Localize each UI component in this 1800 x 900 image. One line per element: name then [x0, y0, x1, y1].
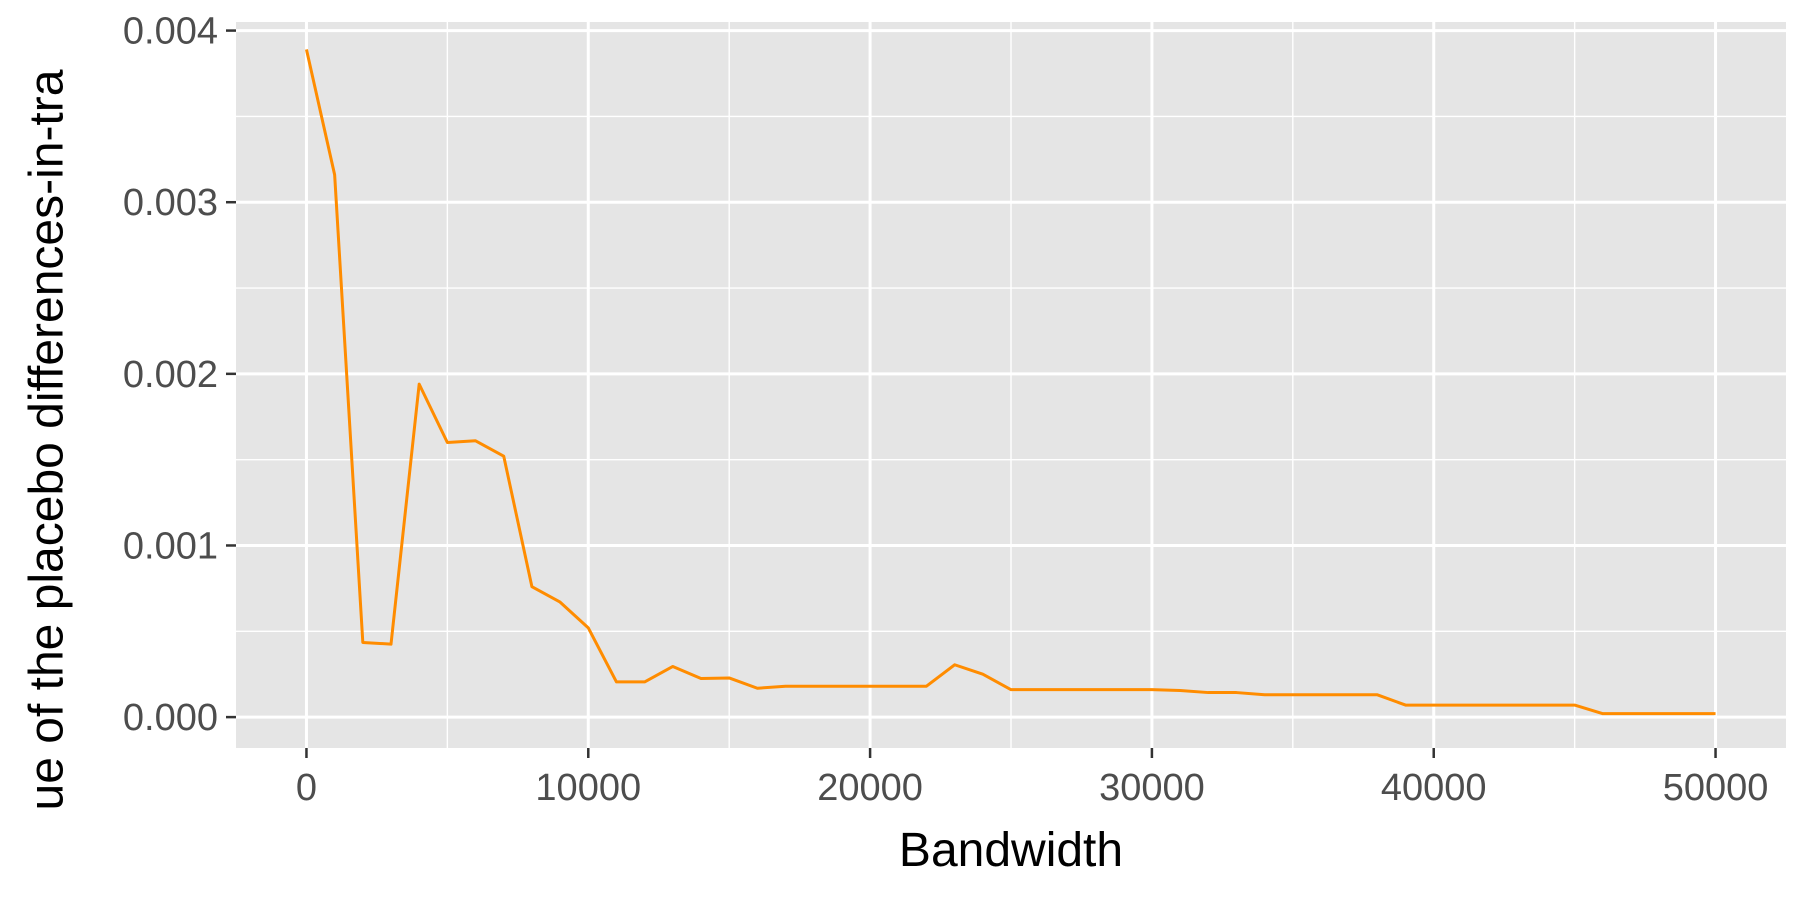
series-line — [304, 49, 1716, 716]
x-tick-label: 50000 — [1663, 767, 1769, 809]
y-tick-label: 0.004 — [123, 11, 218, 53]
x-tick-label: 30000 — [1099, 767, 1205, 809]
x-axis: 0 10000 20000 30000 40000 50000 — [296, 748, 1768, 809]
y-tick-label: 0.001 — [123, 525, 218, 567]
y-tick-label: 0.000 — [123, 697, 218, 739]
x-tick-label: 0 — [296, 767, 317, 809]
minor-gridlines — [236, 22, 1786, 748]
y-axis: 0.000 0.001 0.002 0.003 0.004 — [123, 11, 236, 739]
x-tick-label: 10000 — [535, 767, 641, 809]
y-axis-title: ue of the placebo differences-in-tra — [21, 69, 74, 810]
x-tick-label: 40000 — [1381, 767, 1487, 809]
x-tick-label: 20000 — [817, 767, 923, 809]
x-axis-title: Bandwidth — [899, 824, 1123, 877]
y-tick-label: 0.002 — [123, 354, 218, 396]
y-tick-label: 0.003 — [123, 182, 218, 224]
